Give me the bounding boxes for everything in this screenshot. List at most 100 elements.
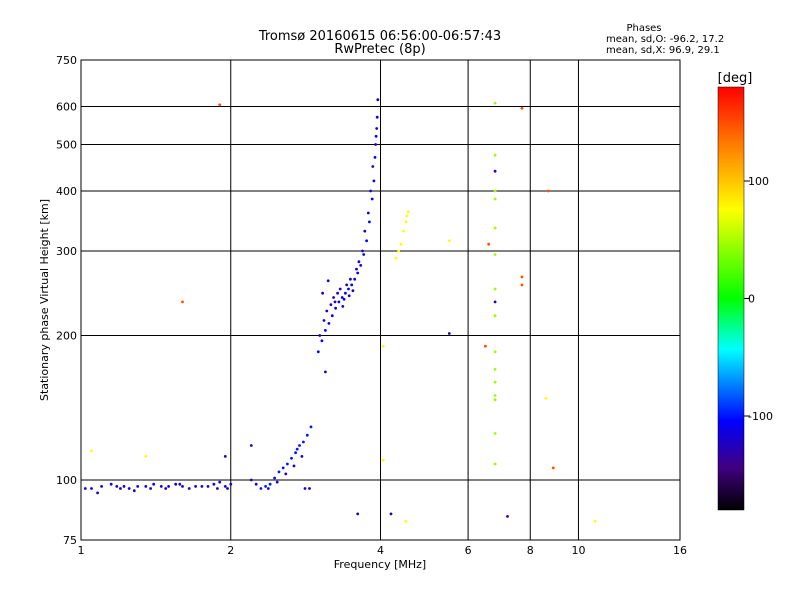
data-point [127, 487, 131, 490]
data-point [136, 485, 140, 488]
data-point [336, 291, 339, 295]
data-point [366, 211, 370, 215]
data-point [200, 485, 204, 488]
y-tick-label: 200 [56, 330, 77, 343]
data-point [361, 249, 364, 253]
data-point [402, 229, 405, 233]
data-point [493, 314, 497, 318]
data-point [338, 287, 342, 291]
data-point [286, 462, 289, 466]
data-point [368, 220, 371, 224]
colorbar-tick-label: 100 [748, 175, 769, 188]
data-point [324, 329, 327, 332]
data-point [493, 462, 497, 466]
data-point [357, 260, 361, 264]
data-point [520, 275, 524, 279]
data-point [324, 370, 327, 374]
data-point [405, 214, 409, 218]
data-point [520, 106, 524, 110]
data-point [325, 309, 329, 313]
data-point [342, 297, 346, 301]
data-point [493, 350, 497, 354]
data-point [447, 332, 451, 335]
colorbar-label: [deg] [718, 71, 753, 86]
data-point [100, 485, 103, 488]
data-point [394, 256, 398, 260]
data-point [506, 515, 509, 518]
data-point [493, 189, 497, 193]
data-point [164, 487, 168, 490]
chart-subtitle: RwPretec (8p) [334, 42, 425, 57]
data-point [356, 271, 360, 275]
data-point [372, 179, 376, 183]
data-point [356, 512, 360, 516]
data-point [90, 487, 93, 490]
data-point [122, 485, 126, 488]
data-point [332, 296, 335, 299]
data-point [275, 480, 279, 484]
data-point [273, 476, 276, 480]
data-point [226, 487, 229, 490]
data-point [194, 485, 198, 488]
data-point [290, 456, 293, 460]
data-point [305, 433, 309, 437]
data-point [300, 455, 304, 458]
data-point [493, 197, 497, 201]
data-point [345, 283, 349, 287]
data-point [493, 300, 497, 304]
colorbar-tick-label: -100 [748, 410, 773, 423]
data-point [281, 466, 285, 470]
y-tick-label: 300 [56, 245, 77, 258]
data-point [212, 482, 216, 486]
data-point [373, 156, 377, 159]
data-point [493, 253, 497, 256]
y-tick-label: 500 [56, 139, 77, 152]
data-point [493, 287, 497, 291]
data-point [216, 487, 219, 490]
data-point [206, 485, 210, 488]
data-point [399, 242, 403, 246]
colorbar-tick-label: 0 [748, 293, 755, 306]
data-point [132, 489, 136, 493]
data-point [353, 277, 357, 281]
data-point [493, 226, 497, 230]
x-axis-label: Frequency [MHz] [334, 558, 426, 571]
data-point [350, 283, 354, 287]
data-point [249, 478, 253, 482]
data-point [119, 487, 122, 490]
x-tick-label: 6 [465, 544, 472, 557]
data-point [115, 485, 119, 488]
data-point [284, 472, 288, 476]
data-point [264, 485, 267, 488]
data-point [341, 305, 345, 308]
data-point [329, 303, 333, 306]
data-point [295, 447, 299, 451]
data-point [493, 394, 497, 397]
data-point [218, 103, 222, 107]
data-point [303, 487, 307, 490]
data-point [544, 396, 548, 400]
data-point [351, 289, 355, 293]
data-point [347, 294, 351, 298]
x-tick-label: 10 [571, 544, 585, 557]
data-point [493, 398, 497, 402]
y-tick-label: 100 [56, 474, 77, 487]
data-point [355, 267, 358, 271]
data-point [144, 455, 148, 458]
colorbar-ticks: 100 0 -100 [744, 175, 773, 423]
data-point [223, 485, 227, 488]
data-point [347, 287, 350, 291]
data-point [318, 334, 322, 337]
data-point [322, 319, 326, 322]
y-tick-label: 75 [63, 534, 77, 547]
data-point [359, 264, 363, 267]
data-point [187, 487, 191, 490]
data-point [309, 425, 313, 429]
data-point [249, 444, 253, 447]
data-point [547, 189, 550, 193]
data-point [369, 189, 372, 193]
data-point [493, 368, 497, 371]
data-point [327, 322, 331, 325]
data-point [181, 300, 184, 304]
data-point [330, 314, 334, 318]
